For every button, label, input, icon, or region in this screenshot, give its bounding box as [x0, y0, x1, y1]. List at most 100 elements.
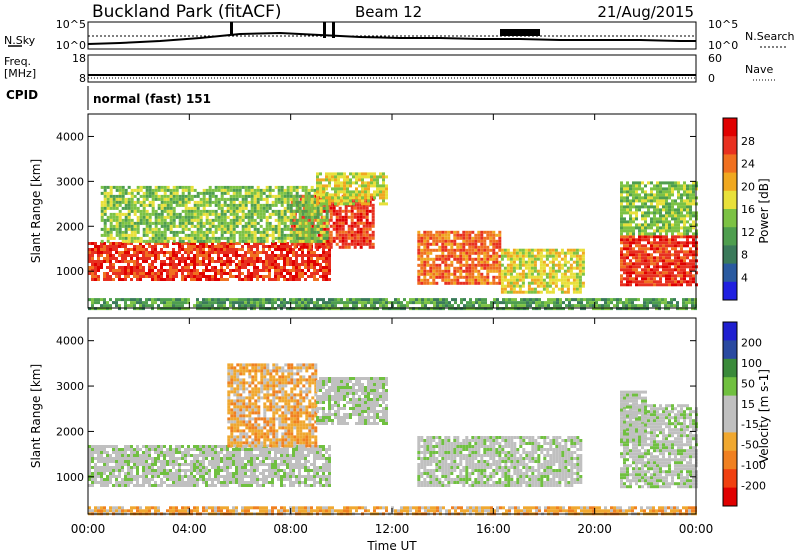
- power-regions-cell-4: [417, 278, 421, 282]
- power-regions-cell-2: [250, 221, 254, 225]
- power-regions-cell-2: [130, 239, 134, 243]
- colorbar-tick-label: 12: [741, 226, 755, 239]
- power-regions-cell-2: [250, 224, 254, 228]
- power-regions-cell-7: [671, 205, 674, 209]
- power-regions-cell-6: [674, 268, 677, 272]
- power-regions-cell-8: [685, 301, 688, 305]
- power-regions-cell-2: [274, 185, 278, 189]
- power-regions-cell-3: [334, 190, 337, 194]
- power-regions-cell-8: [532, 301, 535, 305]
- power-regions-cell-2: [160, 224, 164, 228]
- power-regions-cell-0: [97, 248, 100, 251]
- power-regions-cell-6: [683, 274, 686, 278]
- power-regions-cell-1: [353, 215, 357, 219]
- power-regions-cell-6: [659, 280, 662, 284]
- power-regions-cell-0: [238, 272, 241, 275]
- power-regions-cell-8: [499, 307, 502, 311]
- power-regions-cell-8: [256, 301, 259, 305]
- power-regions-cell-2: [163, 230, 167, 234]
- power-regions-cell-8: [544, 301, 547, 305]
- power-regions-cell-8: [634, 304, 637, 308]
- power-regions-cell-0: [181, 278, 184, 281]
- power-regions-cell-5: [563, 281, 567, 285]
- power-regions-cell-6: [644, 283, 647, 287]
- power-regions-cell-2: [142, 185, 146, 189]
- power-regions-cell-4: [444, 254, 448, 258]
- vel-regions-cell-0: [109, 478, 112, 481]
- power-regions-cell-7: [650, 232, 653, 236]
- power-regions-cell-7: [623, 217, 626, 221]
- power-regions-cell-4: [423, 251, 427, 255]
- power-regions-cell-7: [668, 202, 671, 206]
- power-regions-cell-2: [217, 206, 221, 210]
- power-regions-cell-2: [325, 215, 329, 219]
- power-regions-cell-0: [193, 272, 196, 275]
- power-regions-cell-4: [495, 266, 499, 270]
- power-regions-cell-4: [438, 245, 442, 249]
- power-regions-cell-2: [253, 212, 257, 216]
- power-regions-cell-3: [361, 187, 364, 191]
- power-regions-cell-8: [361, 298, 364, 302]
- power-regions-cell-8: [202, 304, 205, 308]
- power-regions-cell-8: [367, 307, 370, 311]
- power-regions-cell-4: [429, 233, 433, 237]
- power-regions-cell-5: [539, 266, 543, 270]
- power-regions-cell-2: [202, 191, 206, 195]
- power-regions-cell-7: [674, 229, 677, 233]
- power-regions-cell-7: [620, 214, 623, 218]
- power-regions-cell-2: [199, 221, 203, 225]
- power-regions-cell-2: [307, 233, 311, 237]
- power-regions-cell-8: [646, 298, 649, 302]
- power-regions-cell-2: [313, 209, 317, 213]
- power-regions-cell-1: [338, 206, 342, 210]
- power-regions-cell-0: [250, 245, 253, 248]
- power-regions-cell-4: [459, 236, 463, 240]
- power-regions-cell-7: [656, 211, 659, 215]
- power-regions-cell-4: [492, 278, 496, 282]
- power-regions-cell-7: [683, 214, 686, 218]
- power-regions-cell-0: [106, 275, 109, 278]
- power-regions-cell-4: [459, 251, 463, 255]
- power-regions-cell-2: [112, 218, 116, 222]
- power-regions-cell-4: [486, 269, 490, 273]
- vel-regions-cell-0: [103, 466, 106, 469]
- power-regions-cell-8: [664, 301, 667, 305]
- power-regions-cell-2: [187, 215, 191, 219]
- power-regions-cell-4: [423, 230, 427, 234]
- power-regions-cell-0: [181, 257, 184, 260]
- power-regions-cell-2: [298, 239, 302, 243]
- power-regions-cell-2: [265, 218, 269, 222]
- power-regions-cell-0: [91, 269, 94, 272]
- power-regions-cell-7: [623, 220, 626, 224]
- power-regions-cell-7: [653, 217, 656, 221]
- power-regions-cell-0: [106, 260, 109, 263]
- power-regions-cell-8: [340, 307, 343, 311]
- power-regions-cell-2: [178, 224, 182, 228]
- power-regions-cell-4: [426, 263, 430, 267]
- power-regions-cell-5: [530, 278, 534, 282]
- power-regions-cell-8: [382, 304, 385, 308]
- power-regions-cell-7: [641, 211, 644, 215]
- power-regions-cell-0: [226, 266, 229, 269]
- power-regions-cell-4: [456, 260, 460, 264]
- power-regions-cell-8: [205, 301, 208, 305]
- power-regions-cell-2: [112, 197, 116, 201]
- power-regions-cell-6: [692, 256, 695, 260]
- power-regions-cell-7: [626, 190, 629, 194]
- power-regions-cell-8: [493, 301, 496, 305]
- power-regions-cell-2: [100, 191, 104, 195]
- power-regions-cell-2: [109, 206, 113, 210]
- power-regions-cell-8: [226, 307, 229, 311]
- power-regions-cell-0: [136, 251, 139, 254]
- power-regions-cell-4: [456, 233, 460, 237]
- power-regions-cell-2: [196, 194, 200, 198]
- power-regions-cell-6: [677, 235, 680, 239]
- power-regions-cell-0: [151, 254, 154, 257]
- power-regions-cell-7: [638, 187, 641, 191]
- vel-regions-cell-0: [115, 466, 118, 469]
- power-regions-cell-8: [148, 304, 151, 308]
- power-regions-cell-8: [220, 307, 223, 311]
- power-regions-cell-6: [647, 235, 650, 239]
- power-regions-cell-5: [548, 278, 552, 282]
- power-regions-cell-2: [181, 203, 185, 207]
